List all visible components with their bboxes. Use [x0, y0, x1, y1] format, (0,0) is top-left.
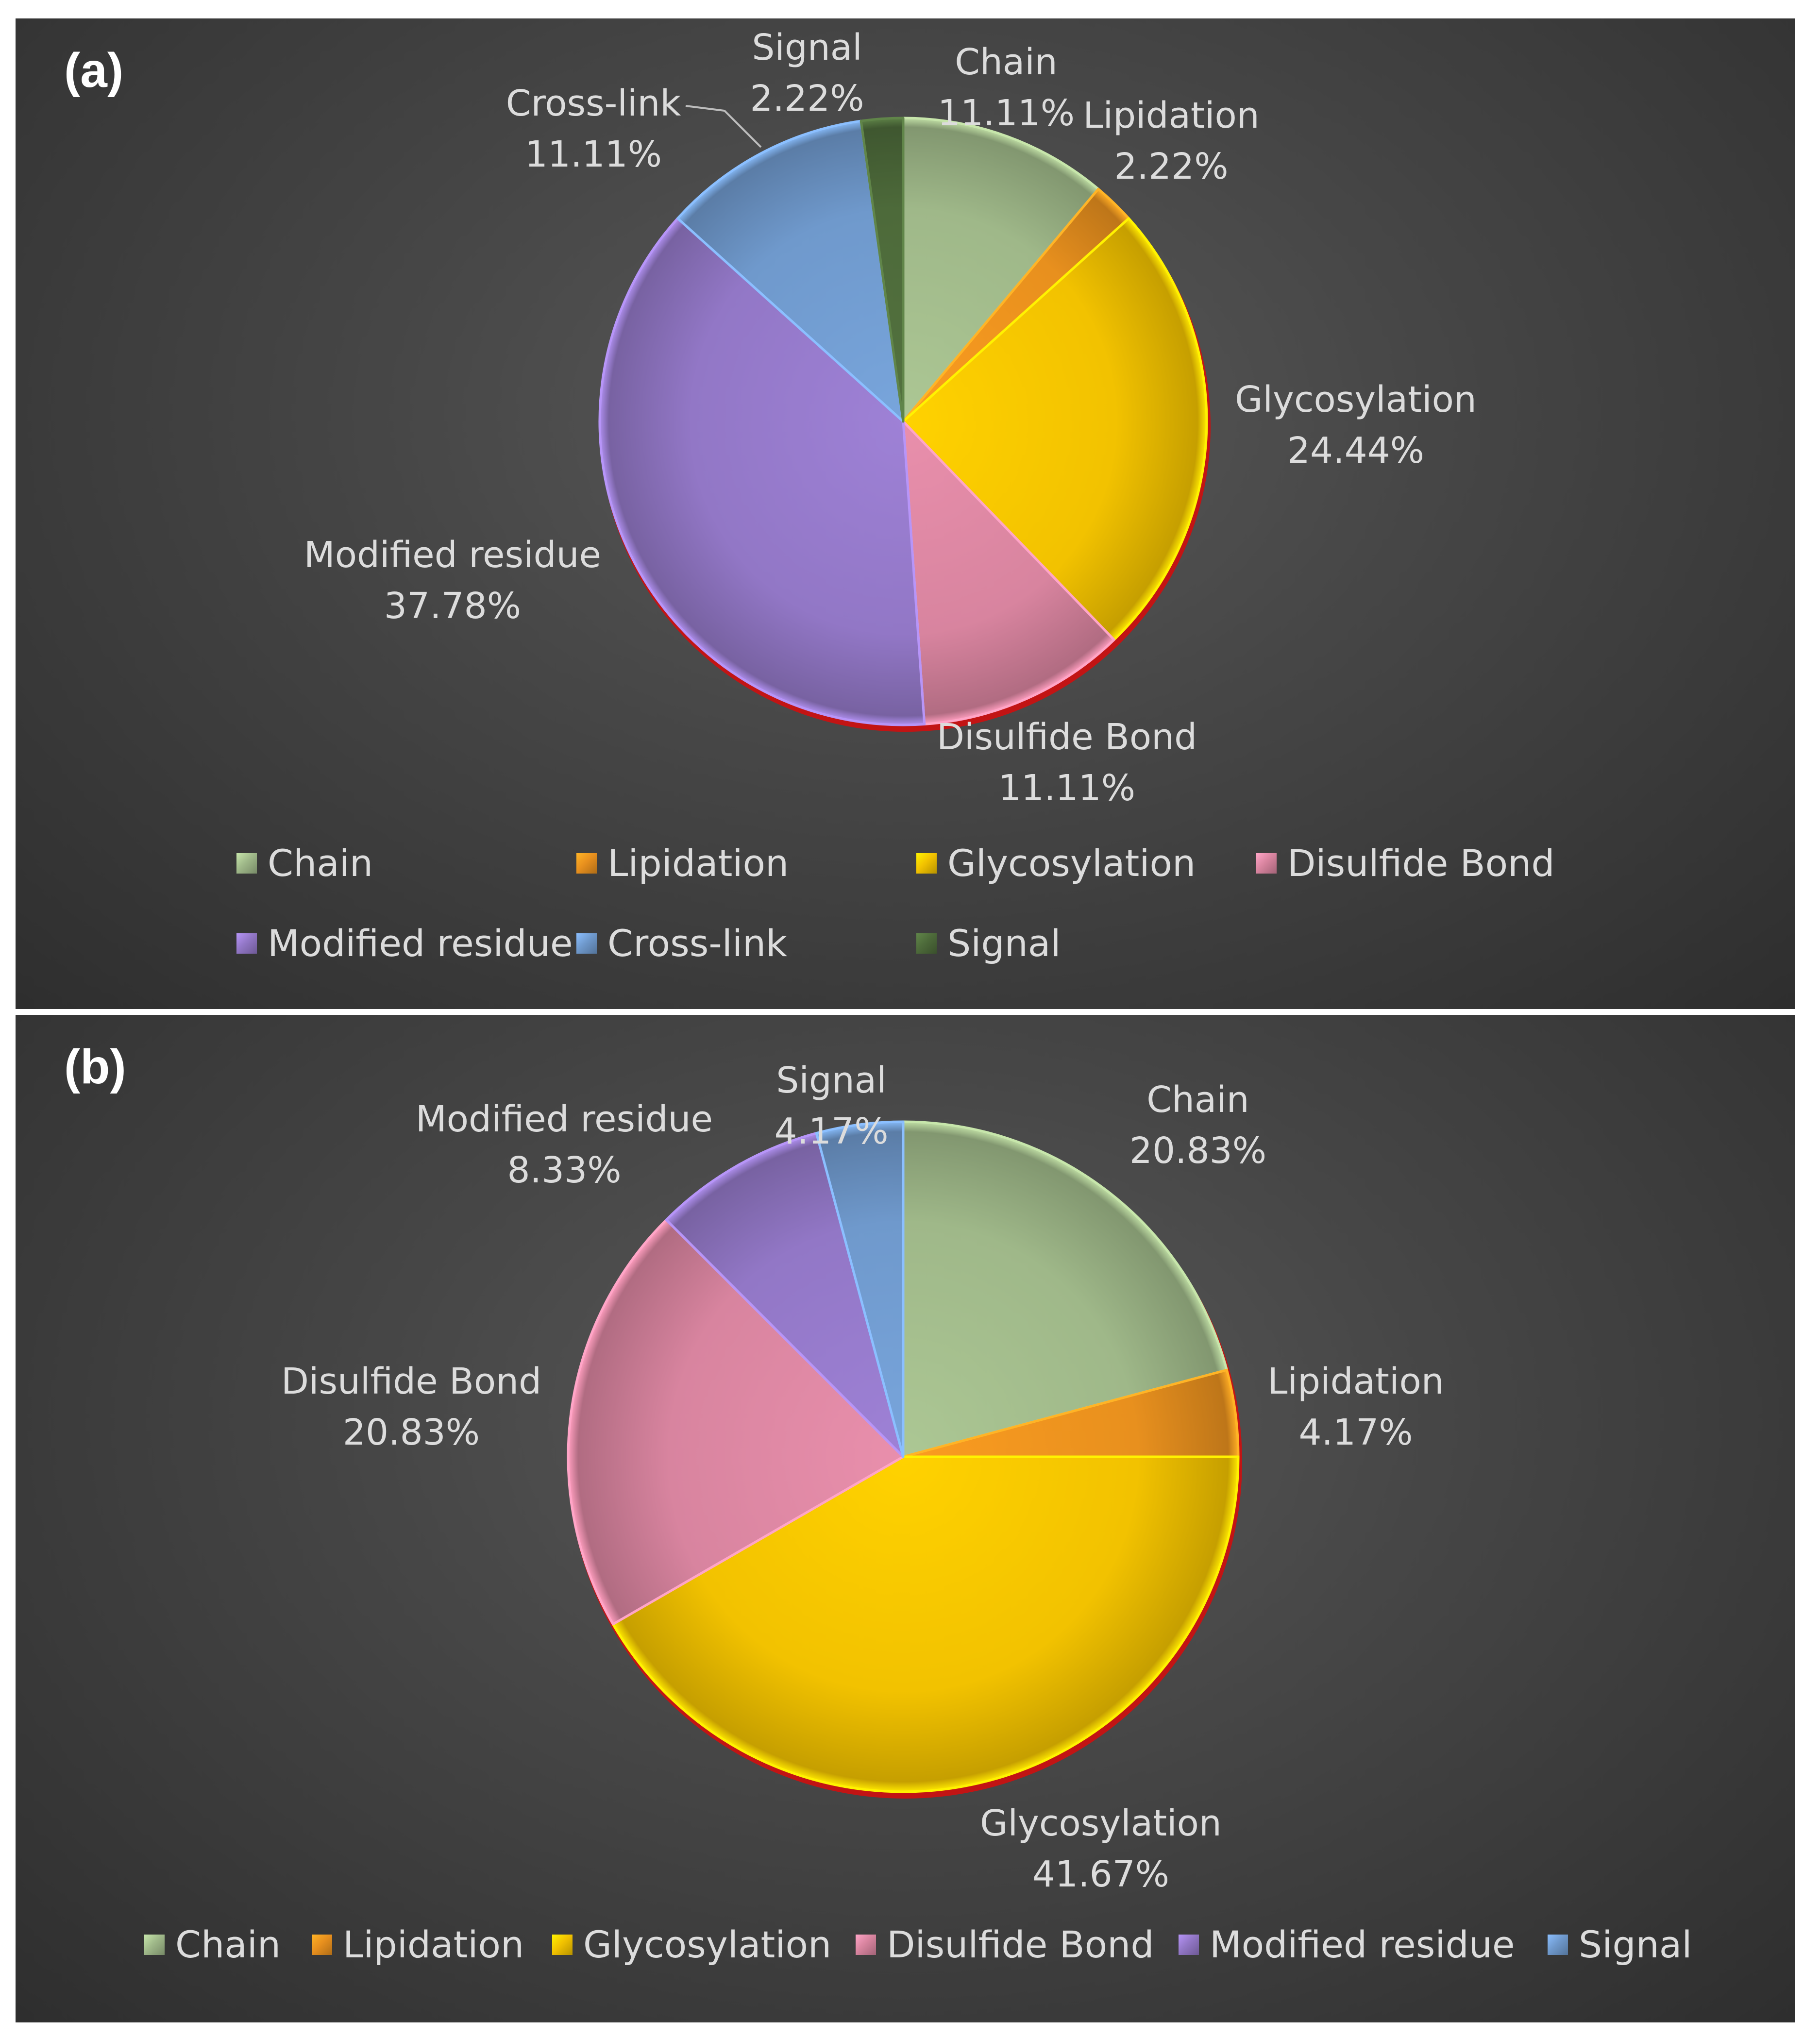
legend-item-modified-residue: Modified residue — [1179, 1923, 1515, 1966]
legend-item-modified-residue: Modified residue — [236, 922, 573, 965]
legend-item-cross-link: Cross-link — [576, 922, 787, 965]
panel-label-b: (b) — [64, 1040, 126, 1094]
legend-label-disulfide-bond: Disulfide Bond — [887, 1923, 1154, 1966]
leader-line-cross-link — [685, 105, 762, 148]
legend-item-disulfide-bond: Disulfide Bond — [856, 1923, 1154, 1966]
data-label-category-signal: Signal — [752, 27, 862, 68]
legend-swatch-modified-residue — [1179, 1934, 1199, 1955]
legend-label-chain: Chain — [175, 1923, 281, 1966]
pie-slice-glycosylation — [902, 217, 1208, 641]
legend-label-signal: Signal — [947, 922, 1061, 965]
legend-label-lipidation: Lipidation — [607, 842, 789, 885]
pie-slice-chain — [902, 117, 1100, 423]
data-label-category-chain: Chain — [955, 41, 1057, 83]
data-label-value-signal: 4.17% — [774, 1111, 888, 1152]
legend-label-modified-residue: Modified residue — [1210, 1923, 1515, 1966]
pie-slice-modified-residue — [665, 1132, 905, 1458]
legend-item-chain: Chain — [144, 1923, 281, 1966]
legend-item-signal: Signal — [1548, 1923, 1692, 1966]
legend-item-lipidation: Lipidation — [576, 842, 789, 885]
legend-label-glycosylation: Glycosylation — [947, 842, 1196, 885]
data-label-value-modified-residue: 37.78% — [384, 585, 521, 627]
pie-slice-chain — [902, 1120, 1228, 1458]
legend-swatch-cross-link — [576, 933, 597, 954]
data-label-value-lipidation: 4.17% — [1298, 1412, 1413, 1453]
chart-panel-b: (b) Chain 20.83% Lipidation 4.17% Glycosylat… — [16, 1015, 1795, 2022]
data-label-category-glycosylation: Glycosylation — [980, 1802, 1222, 1844]
pie-slice-lipidation — [902, 1368, 1240, 1458]
legend-item-lipidation: Lipidation — [312, 1923, 524, 1966]
pie-slice-disulfide-bond — [567, 1218, 905, 1626]
legend-swatch-signal — [1548, 1934, 1568, 1955]
data-label-value-disulfide-bond: 11.11% — [998, 767, 1135, 809]
data-label-category-modified-residue: Modified residue — [416, 1098, 713, 1140]
data-label-category-chain: Chain — [1146, 1079, 1249, 1121]
pie-slice-disulfide-bond — [902, 420, 1115, 725]
legend-item-signal: Signal — [916, 922, 1061, 965]
data-label-category-signal: Signal — [776, 1060, 886, 1101]
data-label-category-glycosylation: Glycosylation — [1235, 379, 1477, 421]
pie-slice-cross-link — [676, 119, 905, 423]
data-label-category-disulfide-bond: Disulfide Bond — [281, 1361, 541, 1402]
data-label-category-cross-link: Cross-link — [506, 83, 681, 124]
chart-panel-a: (a) Chain 11.11% Lipidation 2.22% Glycosylat… — [16, 18, 1795, 1009]
legend-label-modified-residue: Modified residue — [268, 922, 573, 965]
legend-swatch-modified-residue — [236, 933, 257, 954]
data-label-value-signal: 2.22% — [750, 78, 864, 119]
legend-item-glycosylation: Glycosylation — [916, 842, 1196, 885]
data-label-value-cross-link: 11.11% — [525, 134, 662, 175]
panel-label-a: (a) — [64, 43, 124, 98]
legend-label-glycosylation: Glycosylation — [583, 1923, 832, 1966]
legend-label-disulfide-bond: Disulfide Bond — [1287, 842, 1555, 885]
legend-item-glycosylation: Glycosylation — [552, 1923, 831, 1966]
legend-item-chain: Chain — [236, 842, 373, 885]
legend-item-disulfide-bond: Disulfide Bond — [1256, 842, 1555, 885]
data-label-value-chain: 20.83% — [1129, 1130, 1266, 1172]
data-label-value-disulfide-bond: 20.83% — [343, 1412, 480, 1453]
data-label-category-modified-residue: Modified residue — [304, 534, 601, 576]
legend-swatch-lipidation — [312, 1934, 332, 1955]
pie-slice-signal — [815, 1120, 905, 1458]
data-label-category-lipidation: Lipidation — [1083, 95, 1259, 136]
data-label-value-modified-residue: 8.33% — [507, 1149, 621, 1191]
data-label-value-glycosylation: 24.44% — [1287, 430, 1424, 471]
legend-label-signal: Signal — [1579, 1923, 1692, 1966]
legend-swatch-lipidation — [576, 853, 597, 874]
pie-slice-signal — [859, 117, 905, 423]
legend-label-chain: Chain — [268, 842, 373, 885]
legend-swatch-signal — [916, 933, 937, 954]
data-label-category-disulfide-bond: Disulfide Bond — [937, 716, 1197, 758]
data-label-value-chain: 11.11% — [938, 92, 1075, 134]
legend-swatch-chain — [236, 853, 257, 874]
legend-swatch-glycosylation — [916, 853, 937, 874]
data-label-category-lipidation: Lipidation — [1267, 1361, 1444, 1402]
legend-label-cross-link: Cross-link — [607, 922, 788, 965]
pie-slice-modified-residue — [598, 217, 926, 726]
legend-swatch-disulfide-bond — [1256, 853, 1277, 874]
pie-chart-b: Chain 20.83% Lipidation 4.17% Glycosylation 4… — [281, 1060, 1444, 1895]
legend-swatch-chain — [144, 1934, 165, 1955]
legend-swatch-disulfide-bond — [856, 1934, 876, 1955]
pie-slice-glycosylation — [611, 1455, 1240, 1793]
legend-label-lipidation: Lipidation — [343, 1923, 524, 1966]
data-label-value-glycosylation: 41.67% — [1032, 1853, 1169, 1895]
data-label-value-lipidation: 2.22% — [1114, 146, 1228, 187]
legend-swatch-glycosylation — [552, 1934, 573, 1955]
